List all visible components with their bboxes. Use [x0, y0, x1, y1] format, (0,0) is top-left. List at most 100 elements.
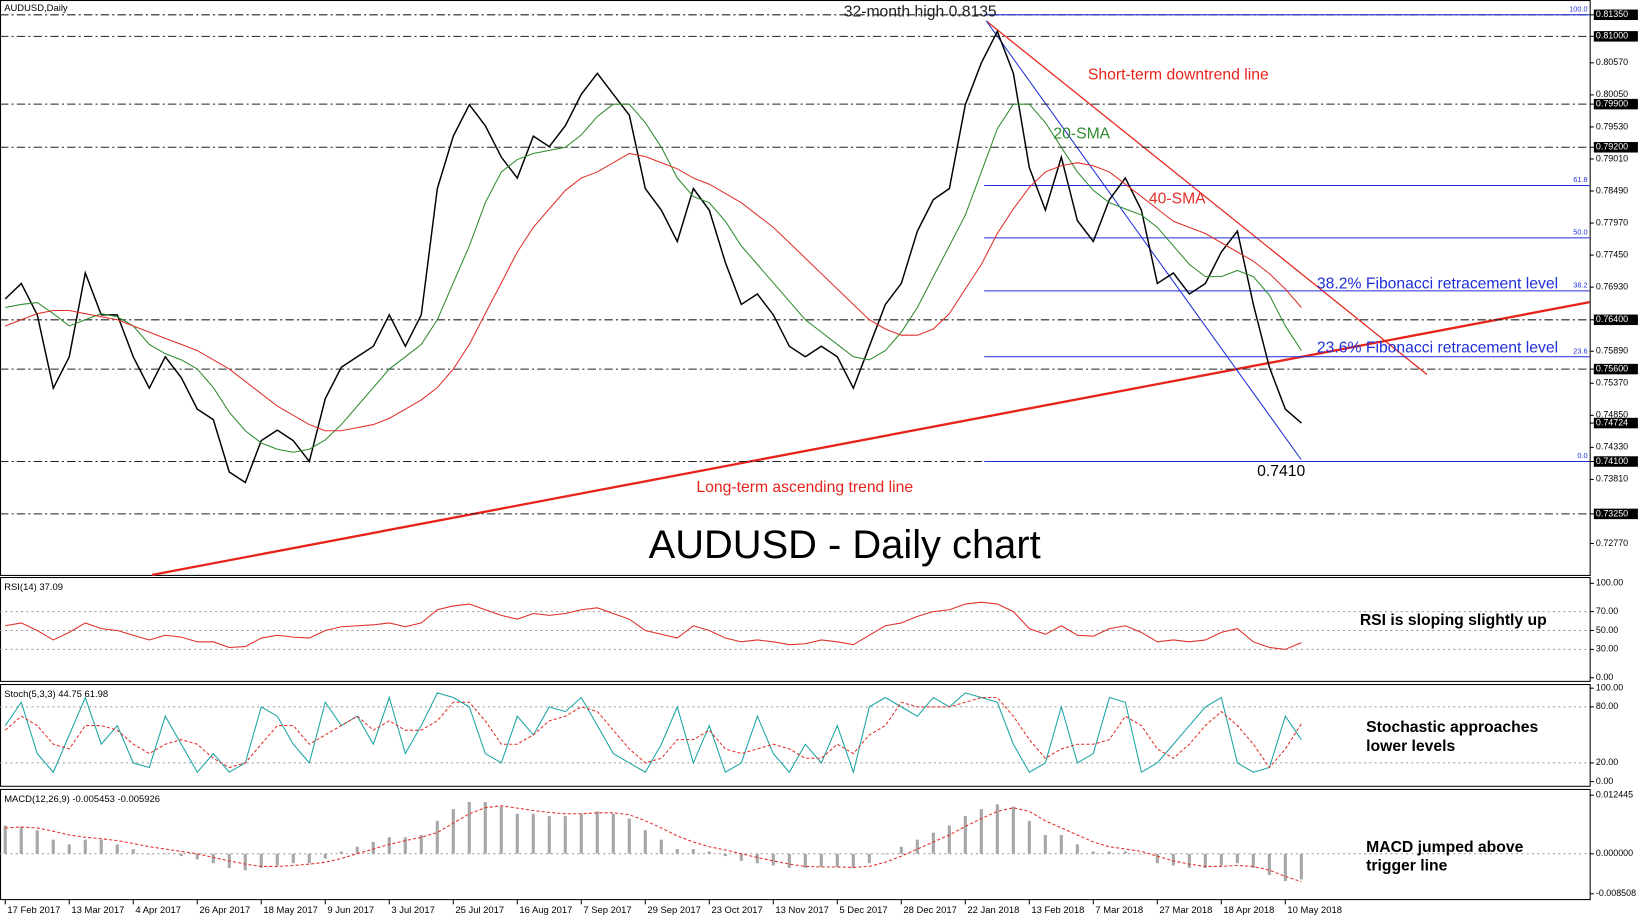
y-tick-label: 70.00	[1596, 606, 1618, 616]
y-tick-label: 100.00	[1596, 683, 1623, 693]
panel-annotation: RSI is sloping slightly up	[1360, 612, 1547, 629]
fibonacci-label: 0.0	[1577, 451, 1587, 460]
macd-bar	[723, 853, 727, 857]
panel-annotation: MACD jumped above	[1366, 839, 1523, 856]
macd-bar	[771, 853, 775, 866]
macd-bar	[83, 839, 87, 854]
macd-bar	[1267, 853, 1271, 875]
macd-bar	[515, 813, 519, 854]
tick-highlight	[1593, 142, 1638, 153]
x-tick-label: 28 Dec 2017	[903, 905, 957, 916]
x-tick-label: 7 Mar 2018	[1095, 905, 1143, 916]
panel-label: Stoch(5,3,3) 44.75 61.98	[4, 689, 108, 700]
x-tick-label: 10 May 2018	[1287, 905, 1342, 916]
y-tick-label: 0.000000	[1596, 848, 1633, 858]
x-tick-label: 23 Oct 2017	[711, 905, 762, 916]
macd-bar	[835, 853, 839, 867]
macd-bar	[739, 853, 743, 861]
macd-bar	[1155, 853, 1159, 864]
macd-bar	[99, 839, 103, 854]
macd-bar	[547, 816, 551, 854]
series-line	[5, 152, 1302, 432]
tick-highlight	[1593, 508, 1638, 520]
series-label: 40-SMA	[1149, 190, 1206, 207]
y-tick-label: 0.77450	[1596, 249, 1628, 259]
y-tick-label: 0.79530	[1596, 121, 1628, 131]
y-tick-label: 0.76930	[1596, 282, 1628, 292]
macd-bar	[243, 853, 247, 871]
macd-bar	[339, 851, 343, 854]
macd-bar	[1283, 853, 1287, 882]
annotation: 32-month high 0.8135	[844, 4, 997, 21]
x-tick-label: 18 Apr 2018	[1223, 905, 1274, 916]
y-tick-label: 0.74724	[1596, 417, 1628, 427]
macd-bar	[291, 853, 295, 864]
y-tick-label: 20.00	[1596, 757, 1618, 767]
macd-bar	[1203, 853, 1207, 868]
series-label: 20-SMA	[1053, 125, 1110, 142]
y-tick-label: 0.77970	[1596, 217, 1628, 227]
fibonacci-label: 100.0	[1569, 4, 1587, 13]
macd-bar	[163, 853, 167, 855]
price-panel	[0, 0, 1591, 576]
y-tick-label: 0.74850	[1596, 410, 1628, 420]
short-term-downtrend-line	[985, 20, 1428, 376]
macd-bar	[323, 853, 327, 859]
macd-bar	[1187, 853, 1191, 868]
macd-bar	[1043, 834, 1047, 854]
macd-bar	[1139, 853, 1143, 855]
macd-bar	[355, 846, 359, 854]
fibonacci-label: 38.2	[1573, 281, 1587, 290]
chart-label: AUDUSD,Daily	[4, 3, 68, 14]
y-tick-label: 0.81350	[1596, 9, 1628, 19]
tick-highlight	[1593, 314, 1638, 326]
macd-bar	[387, 837, 391, 854]
macd-bar	[707, 851, 711, 854]
x-tick-label: 22 Jan 2018	[967, 905, 1019, 916]
y-tick-label: 0.72770	[1596, 538, 1628, 548]
panel-annotation: lower levels	[1366, 738, 1455, 755]
annotation: Short-term downtrend line	[1088, 67, 1269, 84]
macd-bar	[627, 818, 631, 854]
y-tick-label: 0.73810	[1596, 474, 1628, 484]
macd-bar	[307, 853, 311, 864]
x-tick-label: 17 Feb 2017	[7, 905, 60, 916]
fibonacci-diagonal	[985, 20, 1302, 460]
macd-bar	[1107, 851, 1111, 854]
fibonacci-label: 23.6	[1573, 346, 1587, 355]
macd-bar	[483, 802, 487, 854]
macd-bar	[851, 853, 855, 868]
y-tick-label: 0.76400	[1596, 314, 1628, 324]
x-tick-label: 5 Dec 2017	[839, 905, 887, 916]
y-tick-label: 0.012445	[1596, 790, 1633, 800]
series-line	[5, 601, 1302, 650]
macd-bar	[819, 853, 823, 867]
y-tick-label: 0.73250	[1596, 508, 1628, 518]
macd-bar	[467, 802, 471, 854]
macd-bar	[3, 825, 7, 854]
fibonacci-label: 50.0	[1573, 228, 1587, 237]
macd-bar	[1219, 853, 1223, 866]
series-line	[4, 697, 1302, 769]
macd-bar	[1075, 844, 1079, 854]
macd-bar	[131, 849, 135, 854]
macd-bar	[995, 804, 999, 854]
macd-bar	[931, 832, 935, 854]
annotation: 23.6% Fibonacci retracement level	[1317, 339, 1558, 356]
macd-bar	[195, 853, 199, 860]
x-tick-label: 16 Aug 2017	[519, 905, 572, 916]
macd-bar	[1027, 820, 1031, 854]
macd-bar	[691, 849, 695, 854]
fibonacci-label: 61.8	[1573, 175, 1587, 184]
macd-bar	[947, 825, 951, 854]
x-tick-label: 26 Apr 2017	[199, 905, 250, 916]
macd-bar	[19, 826, 23, 854]
annotation: 38.2% Fibonacci retracement level	[1317, 275, 1558, 292]
annotation: Long-term ascending trend line	[696, 479, 913, 496]
macd-bar	[147, 853, 151, 855]
macd-bar	[1251, 853, 1255, 868]
y-tick-label: 50.00	[1596, 625, 1618, 635]
macd-bar	[371, 842, 375, 854]
